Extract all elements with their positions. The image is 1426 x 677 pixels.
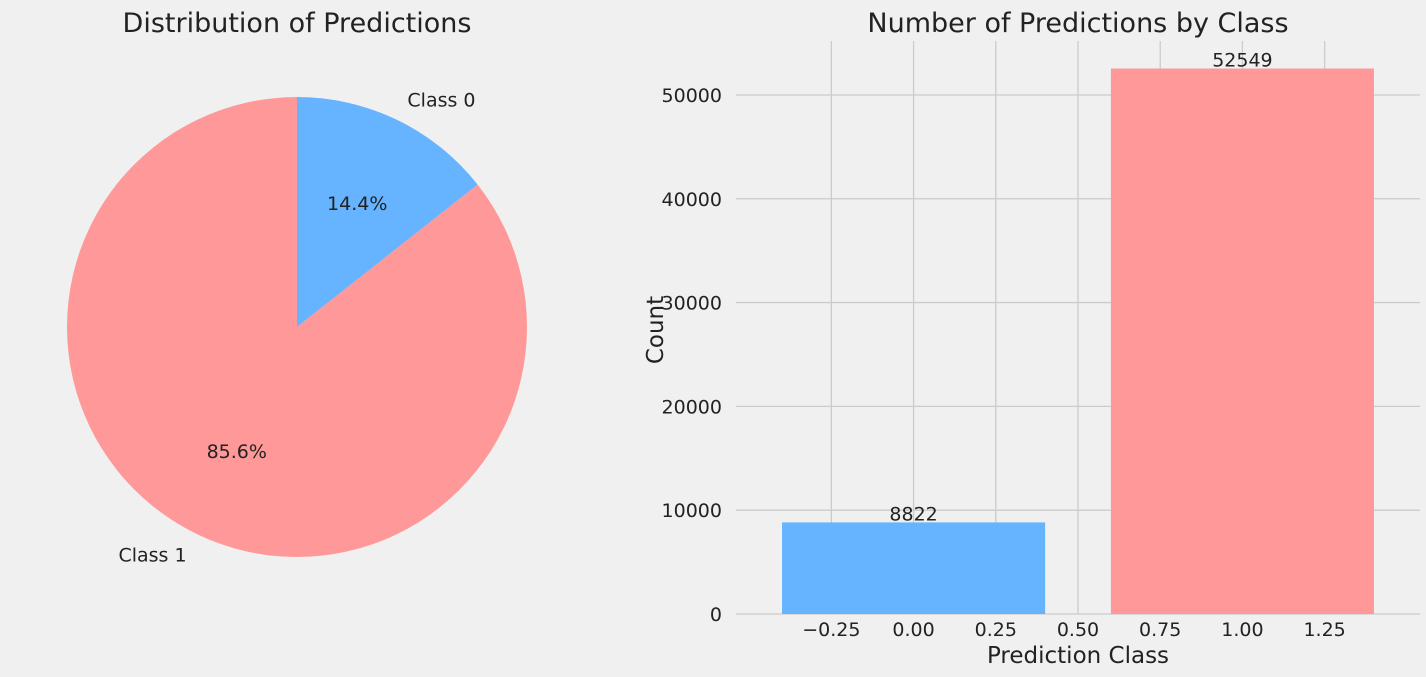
pie-title: Distribution of Predictions: [123, 8, 472, 39]
x-tick-label: 0.50: [1057, 619, 1099, 641]
pie-labels: Class 0 14.4% Class 1 85.6%: [118, 89, 475, 566]
bar-class-0: [782, 522, 1046, 614]
pie-percent-label: 85.6%: [207, 441, 267, 463]
x-tick-label: 1.25: [1303, 619, 1345, 641]
y-tick-label: 10000: [662, 500, 722, 522]
bar-bars: [782, 68, 1374, 614]
y-tick-label: 40000: [662, 189, 722, 211]
bar-value-labels: 8822 52549: [889, 50, 1272, 526]
x-axis-label: Prediction Class: [987, 643, 1169, 669]
bar-title: Number of Predictions by Class: [867, 8, 1288, 39]
bar-tick-labels: −0.25 0.00 0.25 0.50 0.75 1.00 1.25 0 10000 20000…: [662, 85, 1346, 641]
bar-value-label: 8822: [889, 503, 937, 525]
pie-chart: Distribution of Predictions Class 0 14.4%…: [66, 8, 527, 567]
y-tick-label: 20000: [662, 396, 722, 418]
bar-chart: Number of Predictions by Class −0.25 0.00…: [643, 8, 1420, 669]
pie-category-label: Class 1: [118, 545, 186, 567]
y-axis-label: Count: [643, 296, 669, 364]
pie-slice-class-1: [66, 97, 527, 557]
y-tick-label: 50000: [662, 85, 722, 107]
y-tick-label: 30000: [662, 293, 722, 315]
x-tick-label: 1.00: [1221, 619, 1263, 641]
x-tick-label: 0.75: [1139, 619, 1181, 641]
x-tick-label: 0.00: [892, 619, 934, 641]
bar-value-label: 52549: [1212, 50, 1272, 72]
x-tick-label: −0.25: [802, 619, 860, 641]
pie-percent-label: 14.4%: [327, 193, 387, 215]
pie-slice-class-0: [297, 97, 478, 327]
x-tick-label: 0.25: [975, 619, 1017, 641]
pie-slices: [66, 97, 527, 557]
pie-category-label: Class 0: [407, 89, 475, 111]
bar-class-1: [1110, 68, 1374, 614]
y-tick-label: 0: [710, 604, 722, 626]
